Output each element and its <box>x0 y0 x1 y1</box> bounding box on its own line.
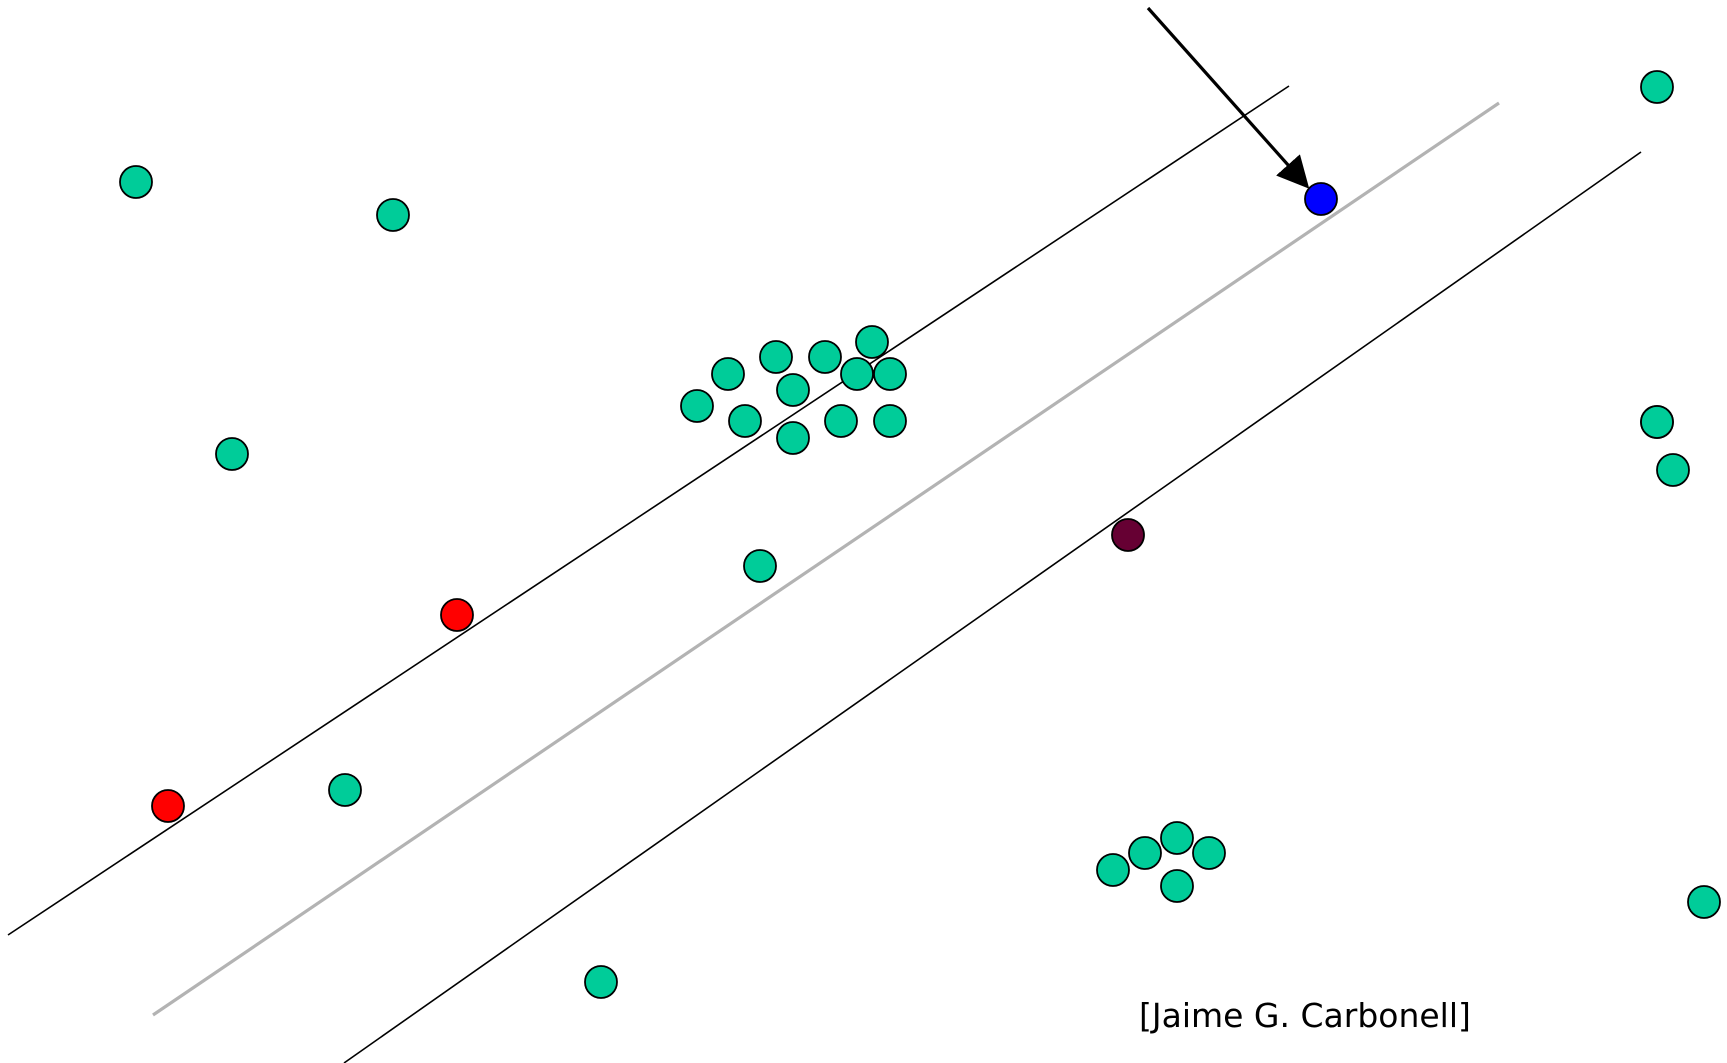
data-point-default <box>680 389 714 423</box>
data-point-default <box>824 404 858 438</box>
data-point-default <box>376 198 410 232</box>
data-point-default <box>1128 836 1162 870</box>
data-point-default <box>1192 836 1226 870</box>
data-point-default <box>743 549 777 583</box>
data-point-default <box>215 437 249 471</box>
decision-boundary-line <box>152 101 1500 1017</box>
data-point-default <box>1160 821 1194 855</box>
lower-margin-line <box>343 151 1642 1063</box>
data-point-default <box>759 340 793 374</box>
data-point-default <box>776 421 810 455</box>
data-point-default <box>1656 453 1690 487</box>
data-point-default <box>711 357 745 391</box>
data-point-default <box>1640 405 1674 439</box>
data-point-default <box>328 773 362 807</box>
data-point-default <box>873 404 907 438</box>
data-point-default <box>119 165 153 199</box>
credit-caption: [Jaime G. Carbonell] <box>1139 996 1471 1035</box>
data-point-default <box>1160 869 1194 903</box>
data-point-default <box>840 357 874 391</box>
data-point-default <box>855 325 889 359</box>
data-point-default <box>1096 853 1130 887</box>
data-point-default <box>873 357 907 391</box>
data-point-dark <box>1111 518 1145 552</box>
pointer-arrow <box>1146 6 1310 189</box>
data-point-default <box>776 373 810 407</box>
data-point-red <box>151 789 185 823</box>
data-point-default <box>728 404 762 438</box>
data-point-blue <box>1304 182 1338 216</box>
data-point-default <box>808 340 842 374</box>
upper-margin-line <box>7 85 1290 936</box>
data-point-red <box>440 598 474 632</box>
data-point-default <box>1640 70 1674 104</box>
data-point-default <box>1687 885 1721 919</box>
data-point-default <box>584 965 618 999</box>
